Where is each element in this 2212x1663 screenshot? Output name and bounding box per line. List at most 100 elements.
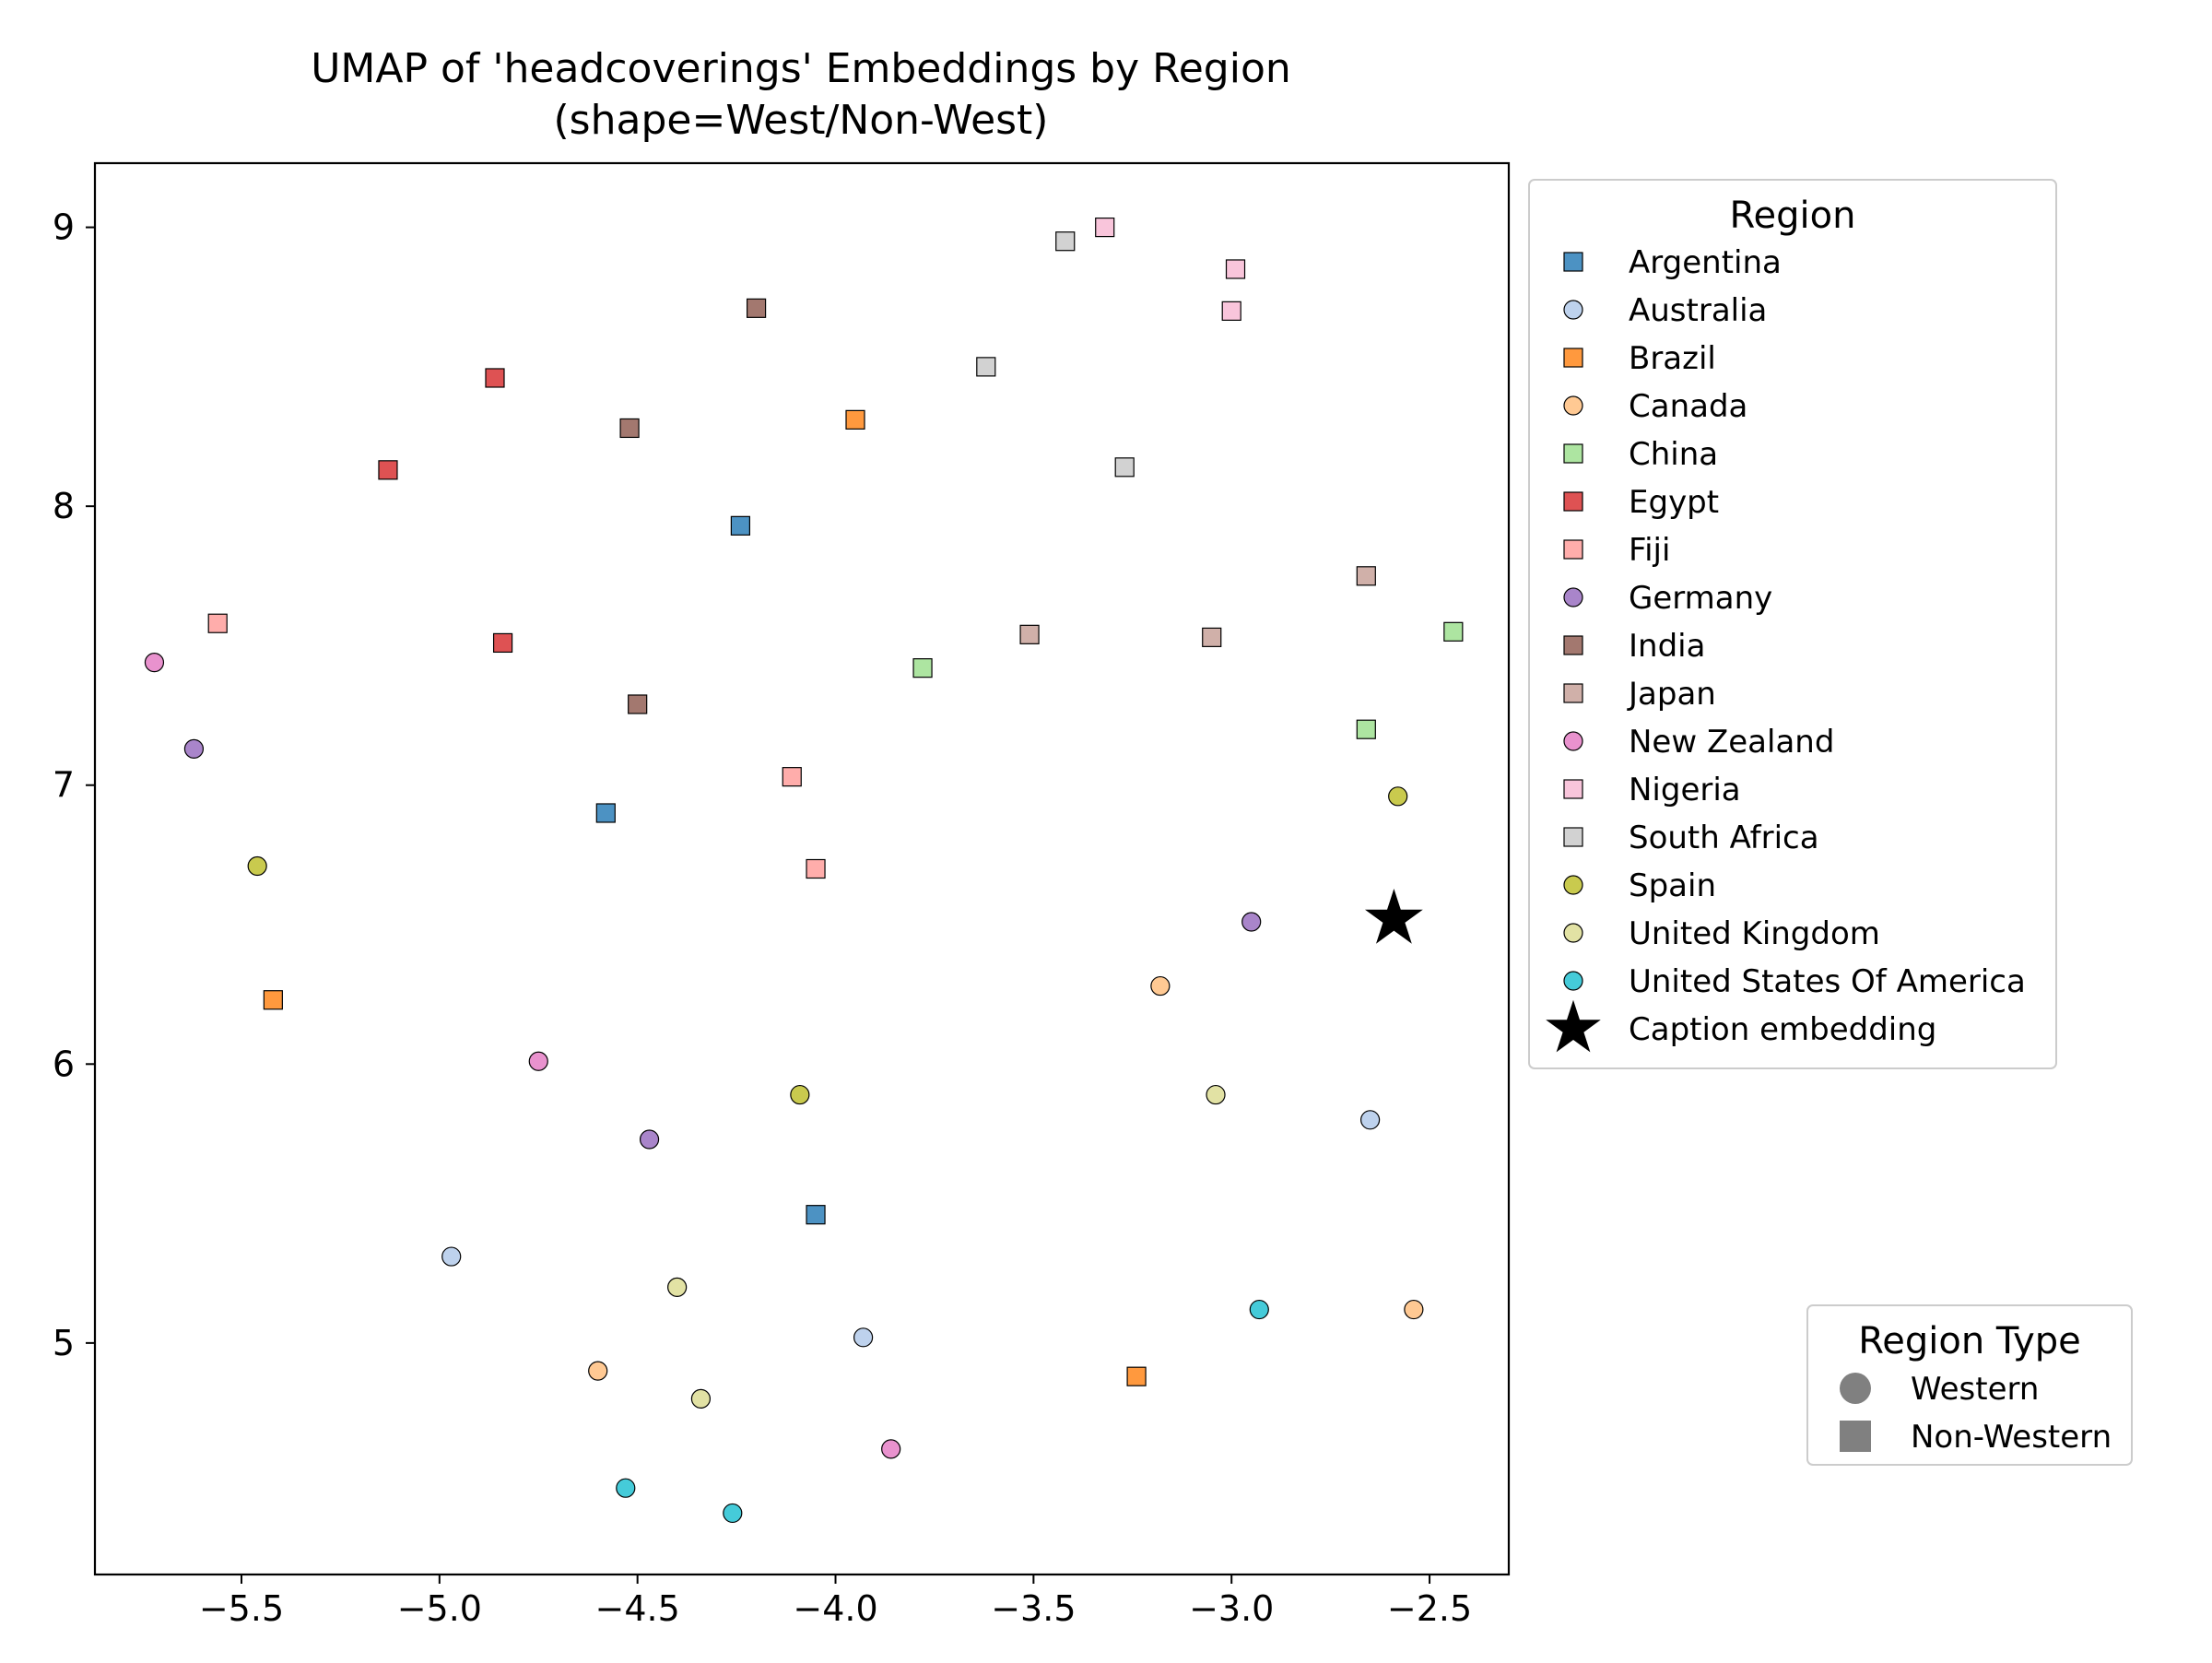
data-point [378,460,398,480]
data-point [1150,975,1171,997]
data-point [207,613,228,633]
x-tick-label: −5.0 [397,1588,482,1629]
data-point [1443,621,1464,642]
region-legend-title: Region [1730,195,1856,237]
legend-marker [1563,395,1583,416]
region-legend: Region Argentina Australia Brazil Canada Chin… [1528,179,2057,1069]
series-brazil [263,409,1147,1386]
legend-marker [1563,923,1583,943]
western-marker [1840,1373,1871,1404]
series-caption-embedding [1365,889,1423,944]
legend-label: Nigeria [1629,772,1741,808]
series-united-kingdom [667,1084,1226,1409]
data-point [441,1246,462,1267]
data-point [1404,1299,1424,1320]
legend-label: South Africa [1629,820,1819,856]
legend-item: Germany [1563,580,1772,617]
legend-item: Japan [1563,676,1716,713]
data-point [1249,1299,1269,1320]
legend-item: Egypt [1563,484,1719,521]
legend-item: China [1563,436,1718,473]
series-egypt [378,368,513,654]
legend-marker [1563,587,1583,607]
data-point [790,1084,810,1105]
series-spain [247,786,1408,1105]
data-point [1241,912,1262,932]
legend-label: United Kingdom [1629,915,1880,952]
legend-marker [1563,971,1583,991]
data-point [1126,1366,1147,1386]
data-point [247,855,267,877]
non-western-marker [1840,1421,1871,1452]
x-tick-label: −3.5 [991,1588,1076,1629]
legend-marker [1563,491,1583,512]
legend-item: New Zealand [1563,724,1834,761]
legend-item: Brazil [1563,340,1716,377]
legend-label: China [1629,436,1718,473]
legend-item: United States Of America [1563,963,2026,1000]
region-type-legend-title: Region Type [1858,1320,2081,1362]
data-point [616,1478,636,1498]
region-type-item: Western [1840,1371,2039,1408]
data-point [144,652,165,673]
legend-label: Japan [1627,676,1716,713]
data-point [912,658,933,678]
legend-item: India [1563,628,1705,665]
data-point [1114,457,1135,478]
data-point [1095,217,1115,238]
plot-frame [93,161,1511,1576]
data-point [976,357,996,377]
series-united-states-of-america [616,1299,1269,1524]
data-point [746,298,767,318]
data-point [1356,719,1376,739]
series-nigeria [1095,217,1246,321]
series-new-zealand [144,652,901,1459]
data-point [1365,889,1423,944]
data-point [595,803,616,823]
y-tick-label: 7 [53,765,75,806]
legend-marker [1563,252,1583,272]
legend-item: Fiji [1563,532,1670,569]
data-point [845,409,865,430]
series-australia [441,1110,1381,1348]
legend-marker [1563,683,1583,703]
data-point [1019,624,1040,644]
legend-label: Caption embedding [1629,1011,1936,1048]
data-point [492,632,513,654]
series-germany [183,738,1262,1150]
data-point [1360,1110,1381,1130]
y-tick-label: 6 [53,1044,75,1084]
data-point [806,858,826,879]
data-point [730,515,750,536]
data-point [806,1205,826,1225]
y-tick-label: 9 [53,207,75,248]
series-china [912,621,1464,739]
data-point [1055,231,1076,252]
x-tick-label: −4.5 [595,1588,680,1629]
legend-marker [1546,999,1601,1053]
series-fiji [207,613,826,879]
region-type-legend-box [1806,1304,2133,1466]
data-point [1356,566,1376,586]
legend-marker [1563,443,1583,464]
region-legend-box [1528,179,2057,1069]
data-point [1206,1084,1226,1105]
legend-item: Nigeria [1563,772,1741,808]
region-type-item: Non-Western [1840,1419,2112,1456]
chart-subtitle: (shape=West/Non-West) [554,97,1049,144]
legend-marker [1563,875,1583,895]
data-point [667,1277,688,1297]
region-type-label: Non-Western [1911,1419,2112,1456]
legend-label: Brazil [1629,340,1716,377]
data-point [881,1439,901,1459]
legend-label: Germany [1629,580,1772,617]
legend-label: India [1629,628,1705,665]
data-point [853,1327,874,1348]
chart-title: UMAP of 'headcoverings' Embeddings by Re… [311,45,1291,92]
data-point [628,694,648,714]
data-point [1202,627,1222,647]
data-point [485,368,505,388]
x-tick-label: −2.5 [1387,1588,1472,1629]
